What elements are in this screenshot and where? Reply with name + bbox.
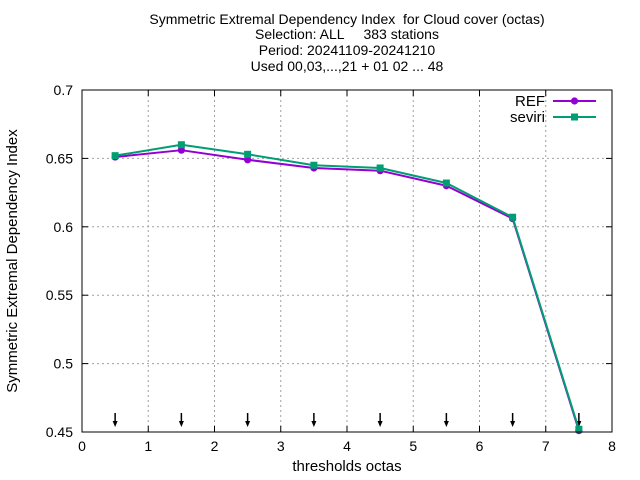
y-tick-label: 0.55 [46, 287, 73, 303]
data-point-REF [177, 146, 185, 154]
plot-frame [81, 89, 613, 433]
data-point-seviri [509, 213, 517, 221]
threshold-arrow-head [377, 421, 383, 427]
legend-marker-seviri [571, 113, 578, 121]
data-point-seviri [376, 164, 384, 172]
y-tick-label: 0.6 [54, 219, 74, 235]
x-tick-label: 2 [211, 438, 219, 454]
x-tick-label: 7 [542, 438, 550, 454]
grid-lines [82, 90, 612, 432]
threshold-arrow-head [510, 421, 516, 427]
series-line-REF [115, 149, 580, 431]
data-point-seviri [442, 179, 450, 187]
legend-label-seviri: seviri [510, 109, 545, 126]
threshold-arrow-head [112, 421, 118, 427]
x-tick-label: 5 [409, 438, 417, 454]
data-point-seviri [244, 150, 252, 158]
x-tick-label: 6 [476, 438, 484, 454]
y-axis-label: Symmetric Extremal Dependency Index [4, 129, 21, 393]
y-tick-label: 0.7 [54, 82, 74, 98]
threshold-arrow-head [245, 421, 251, 427]
data-point-seviri [310, 161, 318, 169]
x-tick-label: 8 [608, 438, 616, 454]
legend-label-REF: REF [515, 93, 545, 110]
series-line-seviri [114, 143, 580, 430]
chart-title-line-3: Period: 20241109-20241210 [258, 42, 436, 58]
data-point-seviri [111, 152, 119, 160]
data-point-REF [244, 156, 252, 164]
legend-marker-REF [570, 97, 579, 105]
threshold-arrow-head [311, 421, 317, 427]
chart-title-line-2: Selection: ALL 383 stations [255, 26, 439, 42]
y-tick-label: 0.65 [46, 150, 73, 166]
y-tick-label: 0.5 [54, 356, 74, 372]
y-tick-label: 0.45 [46, 424, 73, 440]
x-axis-label: thresholds octas [292, 458, 401, 475]
threshold-arrow-head [178, 421, 184, 427]
chart-title-line-4: Used 00,03,...,21 + 01 02 ... 48 [250, 58, 444, 74]
axis-ticks: 0 1 2 3 4 5 6 7 8 0.45 0.5 0.55 0.6 0.65 0.7 [46, 82, 616, 454]
x-tick-label: 1 [144, 438, 152, 454]
series-lines [111, 141, 583, 435]
threshold-arrow-head [443, 421, 449, 427]
x-tick-label: 4 [343, 438, 351, 454]
data-point-seviri [575, 425, 583, 433]
x-tick-label: 0 [78, 438, 86, 454]
chart-title-line-1: Symmetric Extremal Dependency Index for … [149, 11, 545, 27]
x-tick-label: 3 [277, 438, 285, 454]
data-point-seviri [177, 141, 185, 149]
